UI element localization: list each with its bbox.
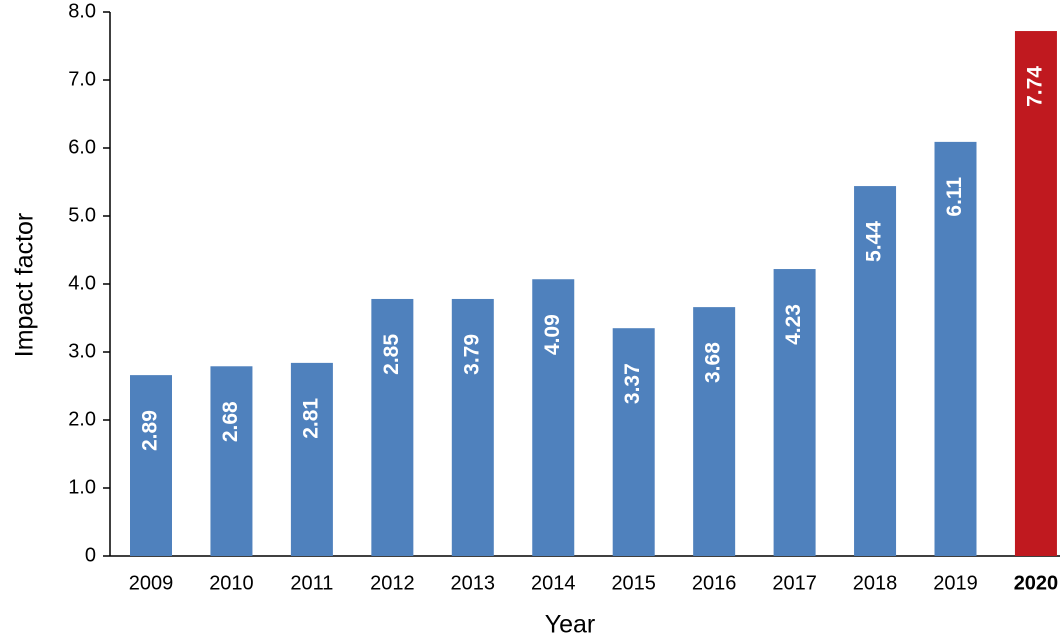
bar-annotation: 2.85 [380,334,403,375]
x-tick-label: 2019 [933,572,978,594]
y-tick-label: 7.0 [68,68,96,90]
bar [612,328,655,556]
bar-annotation: 3.37 [621,363,644,404]
bar [934,141,977,556]
x-tick-label: 2016 [692,572,737,594]
x-tick-label: 2017 [772,572,817,594]
y-tick-label: 4.0 [68,272,96,294]
bar [451,298,494,556]
bar-annotation: 4.23 [782,304,805,345]
x-tick-label: 2012 [370,572,415,594]
bar [773,269,816,556]
bar [210,366,253,556]
x-tick-label: 2020 [1014,572,1059,594]
y-tick-label: 8.0 [68,0,96,22]
x-tick-label: 2010 [209,572,254,594]
y-tick-label: 2.0 [68,408,96,430]
y-tick-label: 6.0 [68,136,96,158]
y-tick-label: 0 [85,544,96,566]
x-tick-label: 2014 [531,572,576,594]
bar-annotation: 2.81 [299,398,322,439]
x-tick-label: 2013 [451,572,496,594]
y-tick-label: 1.0 [68,476,96,498]
bar-annotation: 3.79 [460,334,483,375]
bar-annotation: 2.89 [139,410,162,451]
bar [854,186,897,556]
bar-annotation: 6.11 [943,177,966,217]
bar [130,375,172,556]
bar [1014,31,1057,557]
bar-annotation: 4.09 [541,314,564,355]
x-tick-label: 2015 [611,572,656,594]
bar [532,279,575,556]
bar [371,298,414,556]
x-tick-label: 2011 [290,572,333,594]
y-tick-label: 3.0 [68,340,96,362]
x-tick-label: 2018 [853,572,898,594]
x-axis-title: Year [545,611,596,639]
bar-annotation: 5.44 [863,221,886,262]
bar-annotation: 2.68 [219,401,242,442]
bar [693,307,736,556]
bar-annotation: 3.68 [702,342,725,383]
bar-annotation: 7.74 [1023,66,1046,107]
y-tick-label: 5.0 [68,204,96,226]
y-axis-title: Impact factor [11,213,39,358]
bar [290,362,333,556]
x-tick-label: 2009 [129,572,174,594]
